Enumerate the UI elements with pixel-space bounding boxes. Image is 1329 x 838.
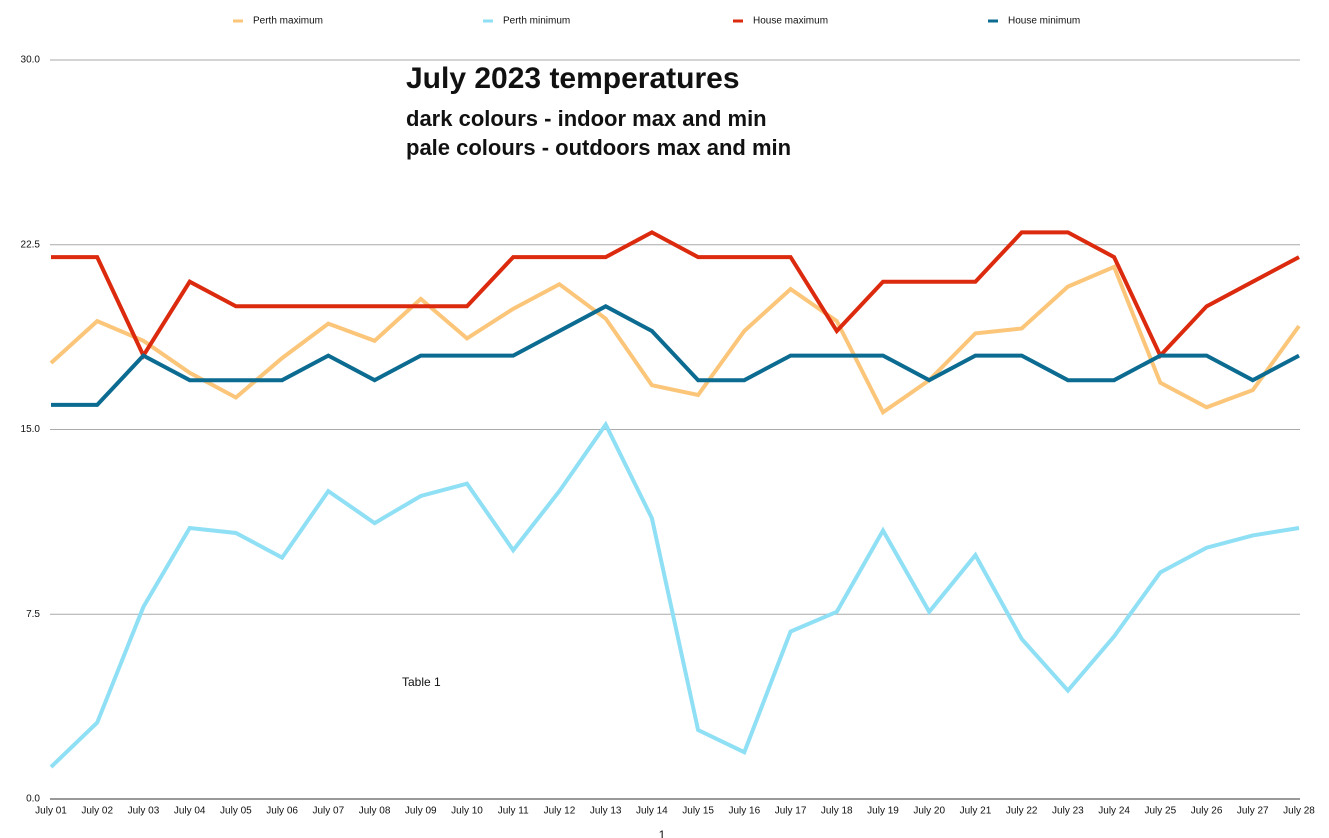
x-tick-label: July 19 (867, 806, 899, 817)
x-tick-label: July 18 (821, 806, 853, 817)
series-line (51, 304, 1300, 407)
chart-subtitle: pale colours - outdoors max and min (406, 135, 791, 160)
x-tick-label: July 27 (1237, 806, 1269, 817)
x-tick-label: July 15 (682, 806, 714, 817)
y-tick-label: 0.0 (26, 794, 40, 805)
y-tick-label: 30.0 (21, 55, 41, 66)
legend-label: House minimum (1008, 16, 1080, 27)
x-tick-label: July 16 (728, 806, 760, 817)
chart-subtitle: dark colours - indoor max and min (406, 106, 767, 131)
x-tick-label: July 23 (1052, 806, 1084, 817)
x-tick-label: July 09 (405, 806, 437, 817)
x-tick-label: July 22 (1006, 806, 1038, 817)
x-tick-label: July 02 (81, 806, 113, 817)
legend-label: House maximum (753, 16, 828, 27)
x-tick-label: July 25 (1144, 806, 1176, 817)
x-tick-label: July 26 (1191, 806, 1223, 817)
page-number: 1 (659, 828, 666, 838)
x-tick-label: July 12 (544, 806, 576, 817)
x-tick-label: July 10 (451, 806, 483, 817)
legend-label: Perth maximum (253, 16, 323, 27)
x-tick-label: July 03 (128, 806, 160, 817)
series-line (51, 230, 1300, 360)
x-tick-label: July 24 (1098, 806, 1130, 817)
x-tick-label: July 01 (35, 806, 67, 817)
series-line (49, 264, 1301, 416)
annotation: Table 1 (402, 675, 441, 689)
x-tick-label: July 17 (775, 806, 807, 817)
y-tick-label: 15.0 (21, 424, 41, 435)
x-tick-label: July 05 (220, 806, 252, 817)
x-tick-label: July 21 (960, 806, 992, 817)
y-tick-label: 7.5 (26, 609, 40, 620)
x-tick-label: July 14 (636, 806, 668, 817)
x-tick-label: July 20 (913, 806, 945, 817)
series-line (49, 420, 1300, 769)
y-tick-label: 22.5 (21, 239, 41, 250)
x-tick-label: July 28 (1283, 806, 1315, 817)
legend-label: Perth minimum (503, 16, 570, 27)
grid (50, 59, 1300, 800)
x-tick-label: July 13 (590, 806, 622, 817)
x-tick-label: July 08 (359, 806, 391, 817)
x-tick-label: July 07 (312, 806, 344, 817)
x-tick-label: July 04 (174, 806, 206, 817)
chart-title: July 2023 temperatures (406, 62, 740, 95)
x-tick-label: July 06 (266, 806, 298, 817)
x-tick-label: July 11 (498, 806, 529, 817)
